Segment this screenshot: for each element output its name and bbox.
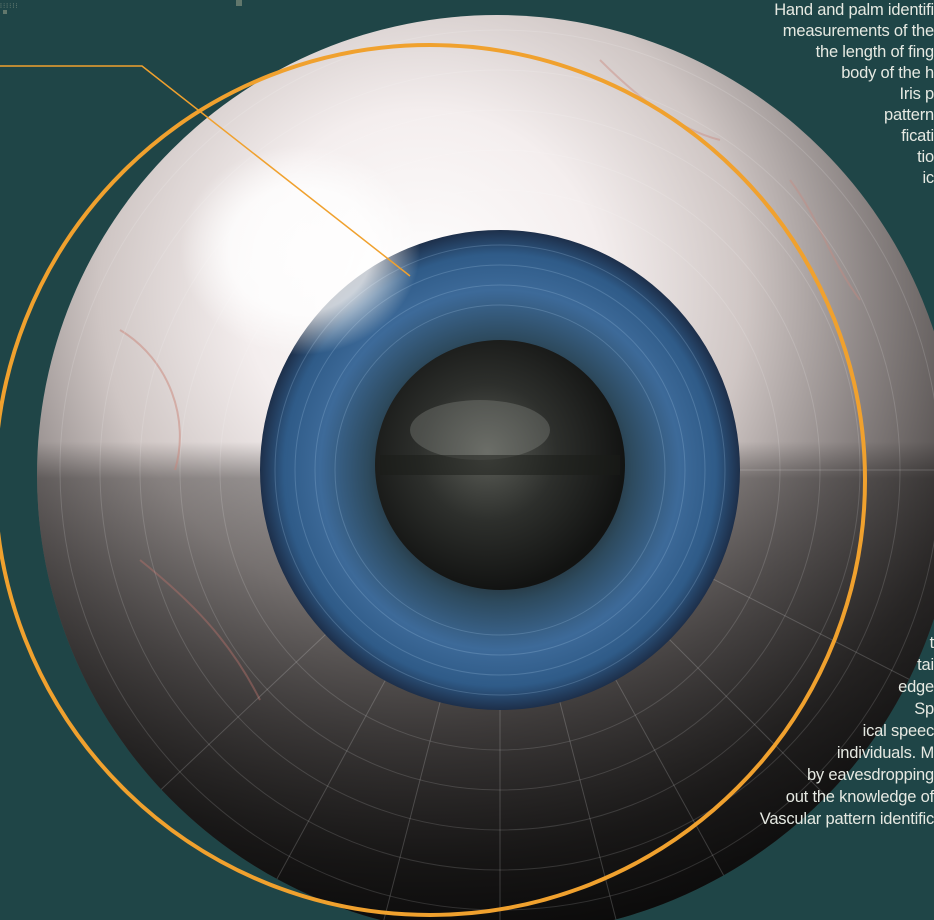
corner-marks: ⁞⁝⁞⁝⁞⁝ [0, 2, 19, 10]
orange-ring [0, 43, 867, 917]
corner-dot-icon [3, 10, 7, 14]
callout-leader-line [0, 65, 411, 277]
corner-square-icon [236, 0, 242, 6]
